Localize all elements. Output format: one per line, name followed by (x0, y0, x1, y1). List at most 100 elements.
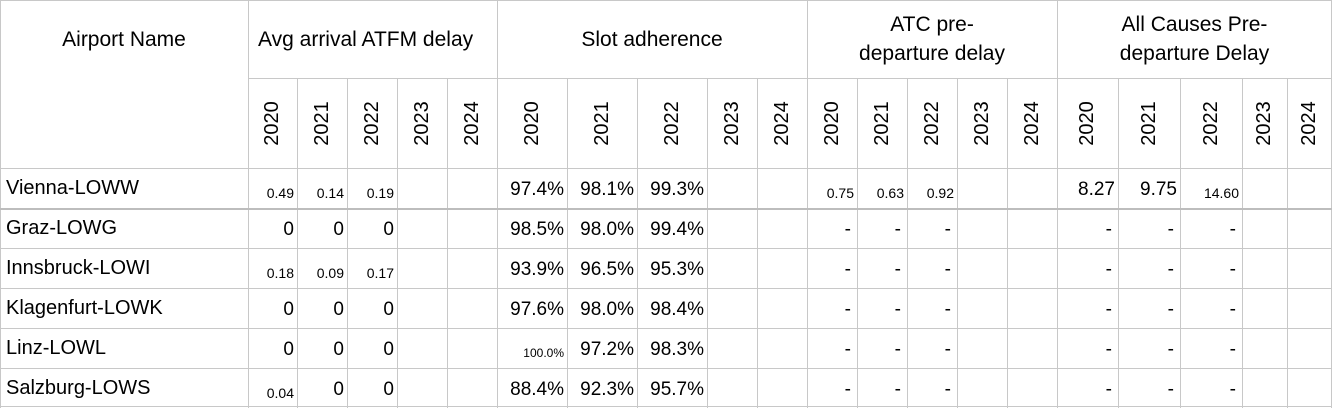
table-cell: - (1229, 219, 1236, 240)
year-header: 2022 (637, 78, 707, 168)
table-cell: 95.3% (650, 259, 704, 280)
table-cell: - (1105, 379, 1112, 400)
table-cell: 0.63 (876, 185, 904, 201)
table-cell: 98.1% (580, 179, 634, 200)
year-label: 2023 (720, 100, 743, 146)
table-cell: 97.6% (510, 299, 564, 320)
year-label: 2024 (1298, 100, 1320, 146)
table-cell: - (944, 259, 951, 280)
table-cell: 97.2% (580, 339, 634, 360)
table-cell (707, 248, 757, 288)
table-cell: 98.3% (650, 339, 704, 360)
table-cell (757, 248, 807, 288)
table-cell: - (1229, 339, 1236, 360)
table-cell (1007, 248, 1057, 288)
table-cell: 98.0% (580, 299, 634, 320)
table-cell: - (844, 259, 851, 280)
table-cell: - (1229, 379, 1236, 400)
table-cell (707, 288, 757, 328)
year-label: 2022 (660, 100, 683, 146)
grid-hline (0, 208, 1332, 210)
table-cell (1242, 248, 1287, 288)
grid-hline (0, 368, 1332, 369)
grid-hline (0, 248, 1332, 249)
table-cell: - (844, 379, 851, 400)
table-cell: 0 (283, 299, 294, 320)
table-cell: 0 (383, 219, 394, 240)
table-cell (957, 368, 1007, 408)
table-cell (757, 208, 807, 248)
table-cell (707, 208, 757, 248)
table-cell: - (844, 339, 851, 360)
table-cell: 0 (383, 299, 394, 320)
table-cell: - (1105, 299, 1112, 320)
airport-name-cell: Innsbruck-LOWI (6, 256, 151, 279)
table-cell: 99.3% (650, 179, 704, 200)
year-label: 2023 (1253, 100, 1275, 146)
table-cell (1007, 288, 1057, 328)
table-cell (707, 168, 757, 208)
year-header: 2021 (857, 78, 907, 168)
grid-vline (297, 78, 298, 408)
grid-vline (757, 78, 758, 408)
table-cell: - (1167, 219, 1174, 240)
table-cell: 99.4% (650, 219, 704, 240)
table-cell: 98.4% (650, 299, 704, 320)
table-cell: - (944, 219, 951, 240)
year-label: 2023 (970, 100, 993, 146)
grid-vline (1118, 78, 1119, 408)
table-cell (397, 368, 447, 408)
table-cell: - (894, 339, 901, 360)
year-label: 2022 (360, 100, 383, 146)
table-cell (397, 328, 447, 368)
grid-vline (1180, 78, 1181, 408)
table-cell: - (1167, 259, 1174, 280)
table-cell: 93.9% (510, 259, 564, 280)
grid-vline (447, 78, 448, 408)
airport-name-cell: Klagenfurt-LOWK (6, 296, 163, 319)
table-cell: 0.18 (266, 265, 294, 281)
table-cell (957, 288, 1007, 328)
header-airport-name: Airport Name (62, 27, 186, 51)
table-cell (957, 168, 1007, 208)
year-label: 2024 (770, 100, 793, 146)
grid-vline (707, 78, 708, 408)
year-label: 2020 (1076, 100, 1098, 146)
airport-name-cell: Vienna-LOWW (6, 176, 140, 199)
table-cell (1287, 328, 1332, 368)
year-header: 2024 (447, 78, 497, 168)
year-label: 2024 (1020, 100, 1043, 146)
header-group: ATC pre-departure delay (859, 13, 1005, 65)
year-header: 2023 (707, 78, 757, 168)
table-cell: 0.17 (366, 265, 394, 281)
table-cell: - (844, 299, 851, 320)
year-header: 2021 (1118, 78, 1180, 168)
year-header: 2022 (907, 78, 957, 168)
table-cell (447, 328, 497, 368)
grid-hline (0, 406, 1332, 407)
table-cell (1007, 328, 1057, 368)
table-cell (1287, 288, 1332, 328)
grid-vline (397, 78, 398, 408)
year-label: 2020 (820, 100, 843, 146)
grid-vline (1287, 78, 1288, 408)
year-header: 2020 (248, 78, 297, 168)
table-cell: - (1229, 259, 1236, 280)
table-cell: 0.14 (316, 185, 344, 201)
table-cell (1287, 208, 1332, 248)
airport-name-cell: Salzburg-LOWS (6, 376, 151, 399)
header-group: Slot adherence (581, 27, 723, 51)
grid-vline (1057, 0, 1058, 408)
table-cell: - (844, 219, 851, 240)
table-cell: - (1167, 299, 1174, 320)
table-cell: 0.92 (926, 185, 954, 201)
year-header: 2024 (1287, 78, 1332, 168)
table-cell (447, 248, 497, 288)
grid-hline (0, 328, 1332, 329)
table-cell (397, 168, 447, 208)
table-cell: 96.5% (580, 259, 634, 280)
table-cell (447, 288, 497, 328)
table-cell: - (894, 259, 901, 280)
table-cell (447, 168, 497, 208)
table-cell: - (894, 299, 901, 320)
